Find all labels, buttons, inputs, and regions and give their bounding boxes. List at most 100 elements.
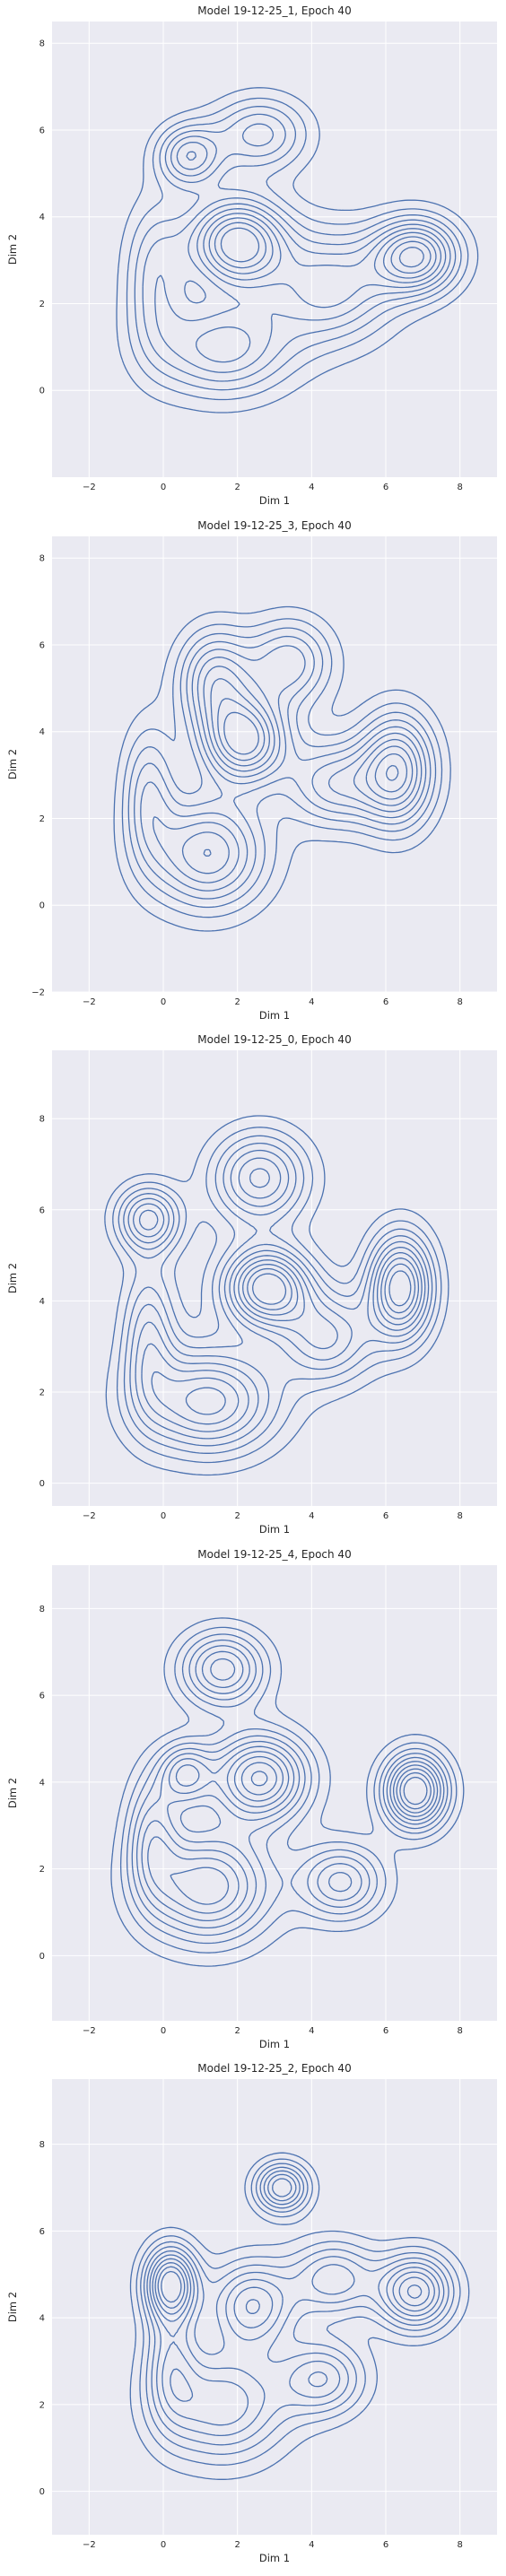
contour-lines bbox=[129, 2152, 470, 2481]
contour-level-5 bbox=[135, 1644, 445, 1928]
contour-level-6 bbox=[141, 1650, 441, 1921]
x-tick-label: 2 bbox=[234, 2540, 240, 2550]
x-tick-label: 6 bbox=[383, 997, 388, 1007]
contour-level-1 bbox=[110, 1617, 465, 1967]
y-tick-label: 4 bbox=[39, 2314, 45, 2324]
contour-level-3 bbox=[140, 2163, 455, 2456]
contour-level-3 bbox=[126, 1633, 452, 1944]
y-tick-label: 4 bbox=[39, 1297, 45, 1307]
y-tick-label: 2 bbox=[39, 300, 45, 309]
y-tick-label: 6 bbox=[39, 1691, 45, 1701]
y-tick-label: 6 bbox=[39, 1205, 45, 1215]
chart-title: Model 19-12-25_0, Epoch 40 bbox=[197, 1033, 351, 1046]
y-tick-label: 2 bbox=[39, 2401, 45, 2411]
x-tick-label: 0 bbox=[161, 997, 166, 1007]
contour-level-9 bbox=[157, 2266, 423, 2310]
contour-level-8 bbox=[203, 677, 414, 857]
x-tick-label: 4 bbox=[309, 2540, 314, 2550]
y-tick-label: 6 bbox=[39, 2227, 45, 2237]
x-tick-label: 0 bbox=[161, 1511, 166, 1521]
chart-svg: −2 0 2 4 6 8 0 2 4 6 8 Model 19-12-25_4, Epoch 40 Di… bbox=[6, 1548, 497, 2050]
y-tick-label: 8 bbox=[39, 1605, 45, 1614]
plot-area bbox=[52, 535, 497, 992]
contour-level-10 bbox=[223, 711, 399, 781]
y-tick-label: 8 bbox=[39, 553, 45, 563]
x-tick-label: 4 bbox=[309, 2026, 314, 2036]
contour-level-6 bbox=[132, 1157, 426, 1432]
contour-level-4 bbox=[143, 2167, 449, 2446]
y-tick-label: 4 bbox=[39, 213, 45, 222]
x-axis-label: Dim 1 bbox=[259, 2038, 290, 2050]
contour-level-6 bbox=[149, 2174, 441, 2426]
contour-level-8 bbox=[185, 1258, 420, 1415]
x-tick-label: −2 bbox=[83, 2026, 96, 2036]
contour-level-9 bbox=[217, 697, 408, 793]
x-tick-label: 4 bbox=[309, 997, 314, 1007]
x-axis-label: Dim 1 bbox=[259, 1009, 290, 1022]
y-tick-label: 4 bbox=[39, 727, 45, 737]
x-tick-label: 8 bbox=[457, 2026, 462, 2036]
y-tick-label: 2 bbox=[39, 1865, 45, 1875]
x-tick-label: 8 bbox=[457, 483, 462, 492]
x-axis-label: Dim 1 bbox=[259, 2552, 290, 2564]
y-tick-label: 6 bbox=[39, 126, 45, 135]
x-tick-label: 8 bbox=[457, 997, 462, 1007]
x-tick-label: −2 bbox=[83, 997, 96, 1007]
plot-area bbox=[52, 1050, 497, 1507]
contour-level-1 bbox=[113, 605, 451, 932]
y-tick-label: 8 bbox=[39, 39, 45, 49]
chart-svg: −2 0 2 4 6 8 0 2 4 6 8 Model 19-12-25_2, Epoch 40 Di… bbox=[6, 2062, 497, 2564]
contour-level-8 bbox=[208, 217, 437, 279]
chart-svg: −2 0 2 4 6 8 0 2 4 6 8 Model 19-12-25_0, Epoch 40 Di… bbox=[6, 1033, 497, 1536]
contour-level-4 bbox=[134, 635, 432, 900]
plot-area bbox=[52, 22, 497, 477]
plot-area bbox=[52, 1564, 497, 2021]
y-axis-label: Dim 2 bbox=[6, 1263, 19, 1293]
contour-level-2 bbox=[119, 1626, 458, 1954]
contour-level-6 bbox=[176, 141, 447, 363]
contour-level-2 bbox=[112, 1127, 442, 1464]
y-tick-label: 0 bbox=[39, 901, 45, 910]
y-tick-label: 0 bbox=[39, 1479, 45, 1489]
contour-level-3 bbox=[118, 1135, 437, 1455]
y-tick-label: 0 bbox=[39, 2488, 45, 2498]
y-tick-label: 0 bbox=[39, 1952, 45, 1962]
contour-level-5 bbox=[140, 644, 427, 892]
contour-level-5 bbox=[127, 1150, 430, 1440]
x-tick-label: 2 bbox=[234, 997, 240, 1007]
x-tick-label: 4 bbox=[309, 483, 314, 492]
y-tick-label: −2 bbox=[31, 988, 45, 997]
contour-level-9 bbox=[240, 1762, 432, 1810]
x-tick-label: 6 bbox=[383, 2540, 388, 2550]
contour-level-10 bbox=[220, 227, 424, 268]
x-tick-label: 2 bbox=[234, 2026, 240, 2036]
y-axis-label: Dim 2 bbox=[6, 1778, 19, 1808]
contour-lines bbox=[110, 1617, 465, 1967]
chart-panel-1: −2 0 2 4 6 8 0 2 4 6 8 Model 19-12-25_1, Epoch 40 Di… bbox=[0, 0, 506, 518]
x-tick-label: −2 bbox=[83, 2540, 96, 2550]
y-axis-label: Dim 2 bbox=[6, 2292, 19, 2322]
chart-title: Model 19-12-25_3, Epoch 40 bbox=[197, 519, 351, 532]
y-axis-label: Dim 2 bbox=[6, 748, 19, 779]
contour-level-6 bbox=[152, 656, 423, 883]
contour-level-10 bbox=[250, 1771, 428, 1806]
chart-svg: −2 0 2 4 6 8 0 2 4 6 8 Model 19-12-25_1, Epoch 40 Di… bbox=[6, 4, 497, 507]
x-tick-label: −2 bbox=[83, 1511, 96, 1521]
contour-level-4 bbox=[123, 1143, 433, 1447]
y-tick-label: 6 bbox=[39, 640, 45, 650]
x-tick-label: 4 bbox=[309, 1511, 314, 1521]
y-tick-label: 8 bbox=[39, 1115, 45, 1125]
contour-lines bbox=[113, 605, 451, 932]
x-tick-label: 0 bbox=[161, 2540, 166, 2550]
x-tick-label: 8 bbox=[457, 1511, 462, 1521]
contour-level-4 bbox=[142, 113, 457, 382]
y-tick-label: 2 bbox=[39, 814, 45, 824]
contour-level-1 bbox=[116, 87, 479, 413]
contour-level-1 bbox=[104, 1115, 449, 1476]
chart-panel-5: −2 0 2 4 6 8 0 2 4 6 8 Model 19-12-25_2, Epoch 40 Di… bbox=[0, 2058, 506, 2576]
plot-area bbox=[52, 2079, 497, 2536]
y-tick-label: 8 bbox=[39, 2140, 45, 2150]
chart-panel-3: −2 0 2 4 6 8 0 2 4 6 8 Model 19-12-25_0, Epoch 40 Di… bbox=[0, 1029, 506, 1547]
contour-level-7 bbox=[138, 1168, 423, 1425]
contour-level-10 bbox=[161, 2271, 182, 2303]
